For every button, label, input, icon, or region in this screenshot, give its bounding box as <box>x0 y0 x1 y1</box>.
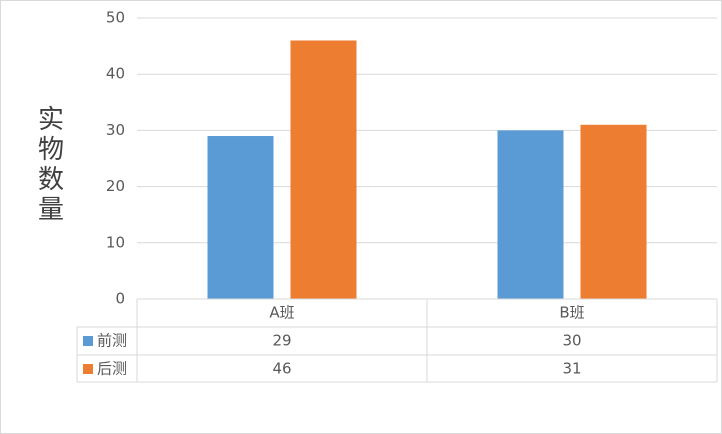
y-tick-label: 40 <box>106 65 125 83</box>
y-tick-label: 50 <box>106 9 125 27</box>
bar <box>580 124 647 299</box>
table-value: 29 <box>272 332 291 350</box>
legend-swatch <box>83 336 93 346</box>
legend-swatch <box>83 364 93 374</box>
legend-label: 前测 <box>97 332 127 350</box>
bar <box>207 136 274 299</box>
y-axis-label: 实物数量 <box>34 105 64 225</box>
bar <box>290 40 357 299</box>
x-tick-label: B班 <box>559 304 584 322</box>
bar <box>497 130 564 299</box>
x-tick-label: A班 <box>269 304 294 322</box>
legend-label: 后测 <box>97 360 127 378</box>
y-tick-label: 10 <box>106 233 125 251</box>
y-tick-label: 20 <box>106 177 125 195</box>
table-value: 31 <box>562 360 581 378</box>
table-value: 30 <box>562 332 581 350</box>
y-tick-label: 0 <box>115 290 125 308</box>
table-value: 46 <box>272 360 291 378</box>
y-tick-label: 30 <box>106 121 125 139</box>
